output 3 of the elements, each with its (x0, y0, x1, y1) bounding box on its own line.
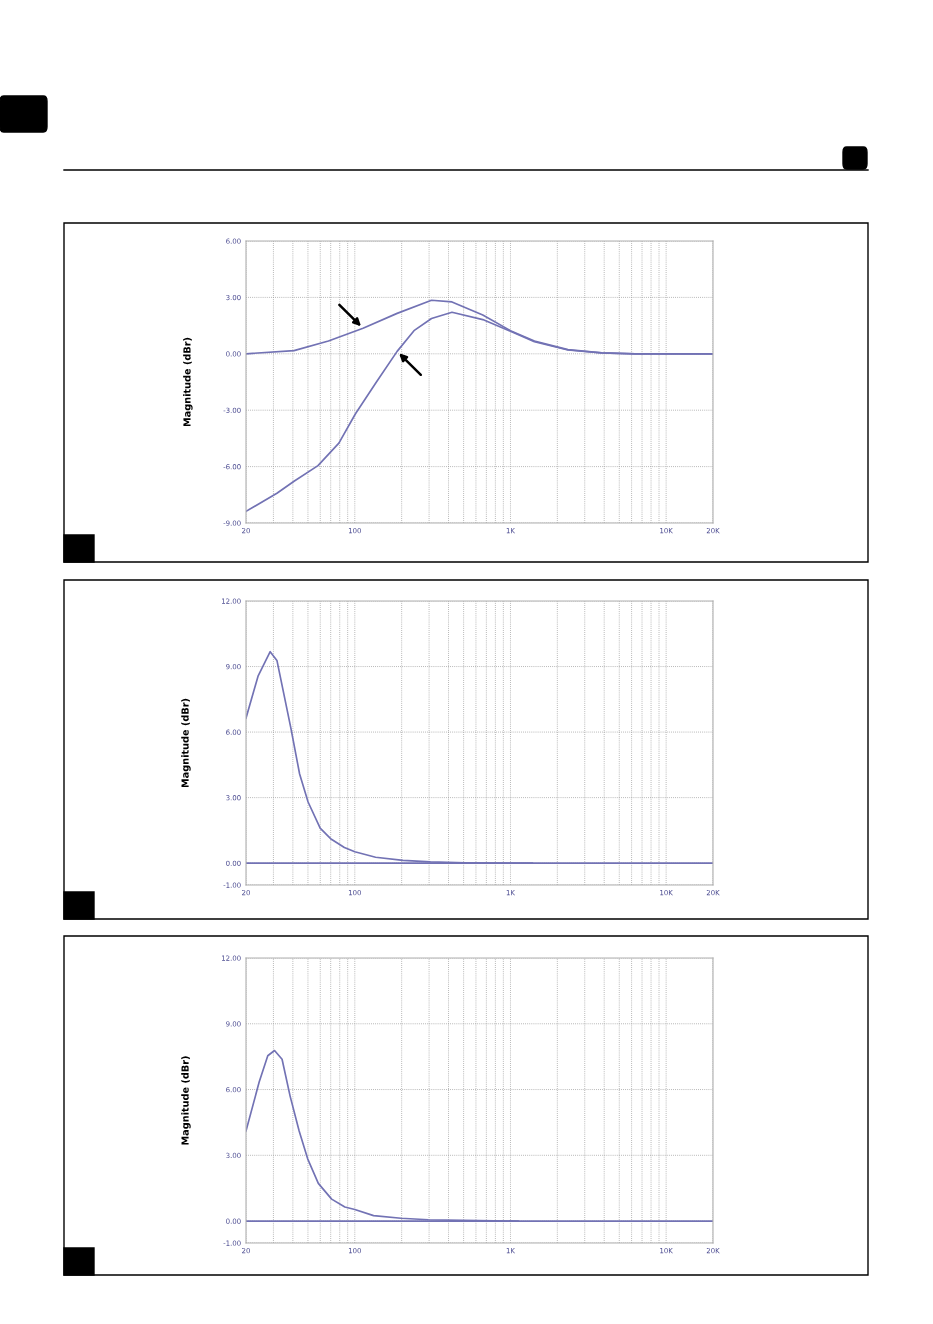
y-axis-title: Magnitude (dBr) (181, 1056, 191, 1145)
y-axis-title: Magnitude (dBr) (181, 698, 191, 788)
y-axis-title: Magnitude (dBr) (183, 337, 193, 427)
